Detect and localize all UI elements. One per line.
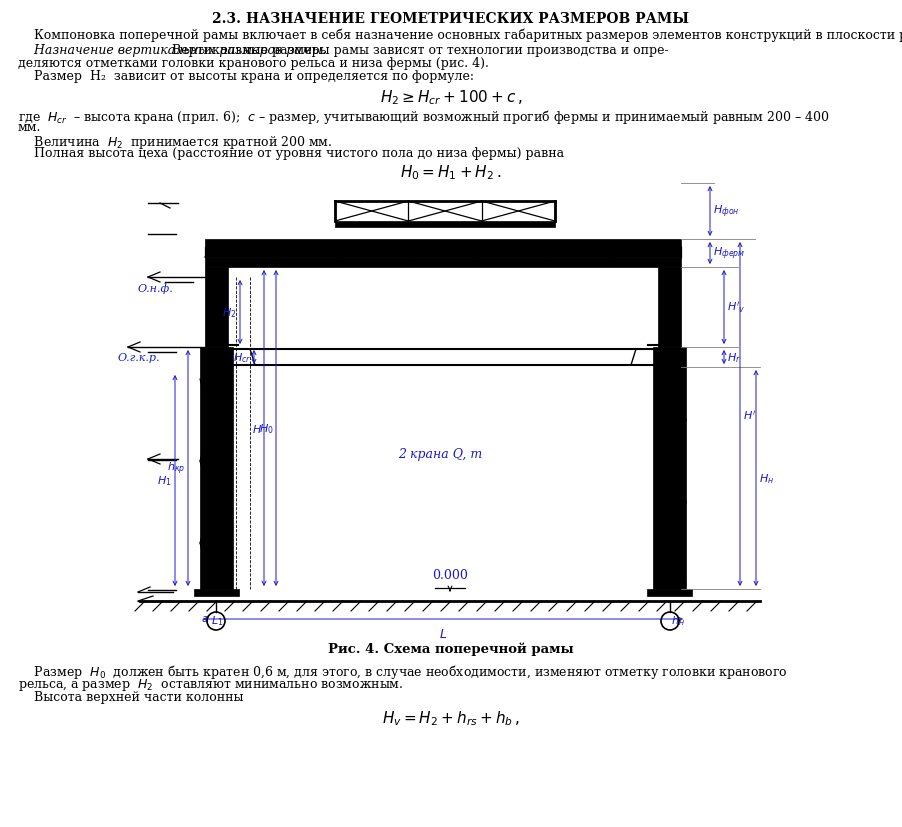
Text: $H_2 \geq H_{cr} + 100 + c\,,$: $H_2 \geq H_{cr} + 100 + c\,,$ [380, 88, 522, 107]
Text: $H_r$: $H_r$ [727, 351, 741, 365]
Text: Назначение вертикальных размеров рамы.: Назначение вертикальных размеров рамы. [18, 44, 327, 57]
Bar [205, 240, 681, 258]
Text: $H_2$: $H_2$ [223, 306, 237, 319]
Text: $H$: $H$ [252, 423, 262, 434]
Text: где  $H_{cr}$  – высота крана (прил. 6);  $c$ – размер, учитывающий возможный пр: где $H_{cr}$ – высота крана (прил. 6); $… [18, 108, 830, 126]
Text: Величина  $H_2$  принимается кратной 200 мм.: Величина $H_2$ принимается кратной 200 м… [18, 134, 332, 151]
Text: Рис. 4. Схема поперечной рамы: Рис. 4. Схема поперечной рамы [328, 643, 574, 656]
Text: $H_{ферм}$: $H_{ферм}$ [713, 246, 745, 262]
Text: $h_н$: $h_н$ [671, 614, 685, 627]
Text: $H_н$: $H_н$ [759, 471, 774, 485]
Text: $H'$: $H'$ [743, 408, 756, 421]
Bar [653, 347, 686, 590]
Text: $L_1$: $L_1$ [211, 614, 223, 627]
Bar [200, 347, 233, 590]
Text: $a$: $a$ [201, 614, 209, 624]
Bar [205, 268, 228, 347]
Text: $H_v = H_2 + h_{rs} + h_b\,,$: $H_v = H_2 + h_{rs} + h_b\,,$ [382, 708, 520, 727]
Text: Компоновка поперечной рамы включает в себя назначение основных габаритных размер: Компоновка поперечной рамы включает в се… [18, 28, 902, 41]
Text: $L$: $L$ [439, 627, 447, 640]
Text: $h_{кр}$: $h_{кр}$ [167, 461, 185, 476]
Text: Высота верхней части колонны: Высота верхней части колонны [18, 691, 244, 703]
Bar [205, 258, 681, 268]
Text: 2.3. НАЗНАЧЕНИЕ ГЕОМЕТРИЧЕСКИХ РАЗМЕРОВ РАМЫ: 2.3. НАЗНАЧЕНИЕ ГЕОМЕТРИЧЕСКИХ РАЗМЕРОВ … [213, 12, 689, 26]
Text: Вертикальные размеры рамы зависят от технологии производства и опре-: Вертикальные размеры рамы зависят от тех… [168, 44, 668, 57]
Text: $H_1$: $H_1$ [158, 474, 172, 488]
Text: $H_{cr}$: $H_{cr}$ [233, 351, 251, 365]
Text: $H_0$: $H_0$ [259, 422, 274, 435]
Text: 2 крана Q, m: 2 крана Q, m [398, 448, 483, 461]
Text: Размер  $H_0$  должен быть кратен 0,6 м, для этого, в случае необходимости, изме: Размер $H_0$ должен быть кратен 0,6 м, д… [18, 662, 787, 680]
Text: О.г.к.р.: О.г.к.р. [118, 352, 161, 362]
Bar [335, 222, 555, 227]
Bar [647, 590, 692, 596]
Text: $H'_v$: $H'_v$ [727, 300, 745, 315]
Text: рельса, а размер  $H_2$  оставляют минимально возможным.: рельса, а размер $H_2$ оставляют минимал… [18, 676, 403, 692]
Text: $H_0 = H_1 + H_2\,.$: $H_0 = H_1 + H_2\,.$ [400, 163, 502, 181]
Text: О.н.ф.: О.н.ф. [138, 283, 174, 294]
Text: деляются отметками головки кранового рельса и низа фермы (рис. 4).: деляются отметками головки кранового рел… [18, 57, 489, 70]
Text: $H_{фон}$: $H_{фон}$ [713, 203, 740, 220]
Text: 0.000: 0.000 [432, 568, 468, 581]
Text: мм.: мм. [18, 121, 41, 134]
Text: Полная высота цеха (расстояние от уровня чистого пола до низа фермы) равна: Полная высота цеха (расстояние от уровня… [18, 147, 564, 160]
Text: Размер  H₂  зависит от высоты крана и определяется по формуле:: Размер H₂ зависит от высоты крана и опре… [18, 70, 474, 83]
Bar [658, 268, 681, 347]
Bar [194, 590, 239, 596]
